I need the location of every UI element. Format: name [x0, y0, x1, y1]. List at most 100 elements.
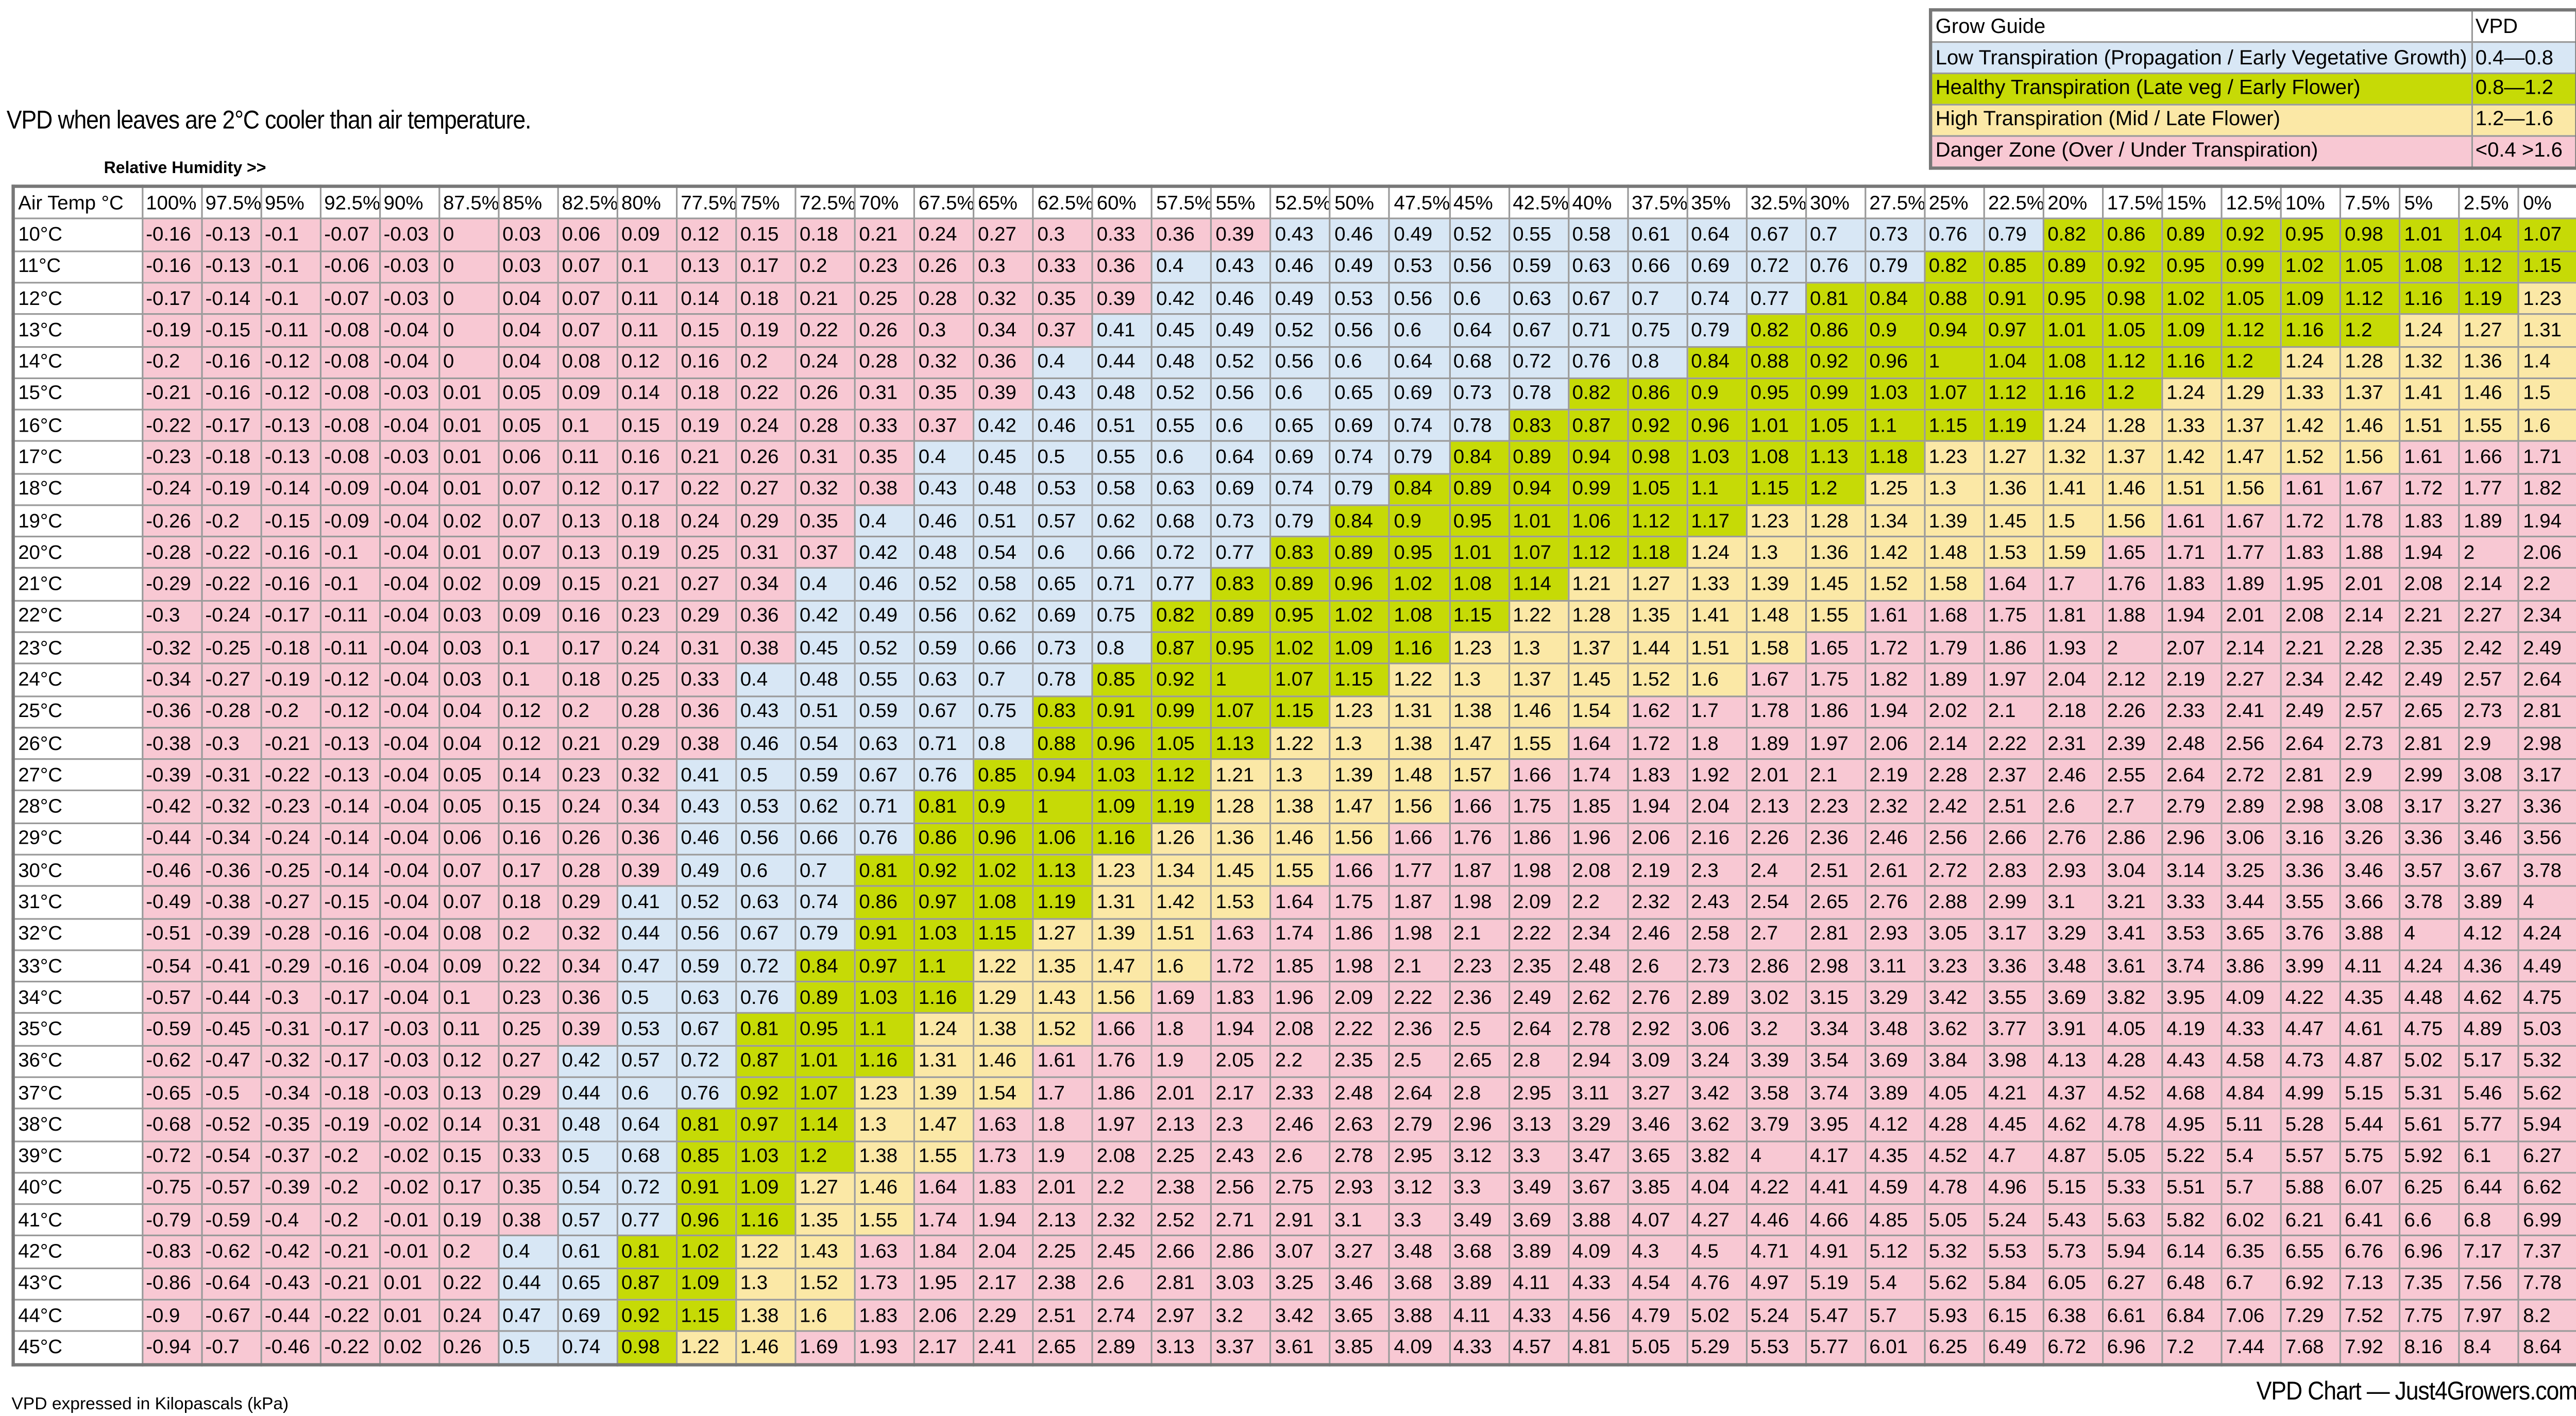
vpd-cell: 2.01: [2221, 600, 2282, 633]
vpd-cell: 0.39: [616, 854, 677, 888]
vpd-cell: 0.48: [973, 472, 1035, 506]
vpd-cell: 1.47: [1329, 790, 1391, 824]
vpd-cell: 1.07: [1210, 695, 1272, 729]
vpd-cell: 4.22: [1745, 1171, 1807, 1205]
vpd-cell: 2.22: [1388, 981, 1450, 1015]
vpd-cell: -0.26: [141, 504, 202, 538]
vpd-cell: 4.89: [2459, 1013, 2520, 1047]
vpd-cell: 5.4: [2221, 1139, 2282, 1173]
vpd-cell: 8.2: [2518, 1299, 2576, 1333]
vpd-cell: 1.79: [1924, 631, 1985, 665]
vpd-cell: 6.27: [2518, 1139, 2576, 1173]
vpd-cell: 1.28: [1567, 600, 1629, 633]
row-label: 45°C: [12, 1330, 143, 1366]
vpd-cell: 0.71: [854, 790, 916, 824]
vpd-cell: 0.88: [1745, 345, 1807, 379]
vpd-cell: 0.17: [735, 250, 796, 284]
vpd-cell: 1.74: [913, 1203, 975, 1237]
vpd-cell: 1.98: [1388, 917, 1450, 951]
vpd-cell: 5.77: [2459, 1108, 2520, 1142]
vpd-cell: 1.08: [2399, 250, 2461, 284]
vpd-cell: 0.87: [735, 1044, 796, 1078]
vpd-cell: -0.62: [200, 1235, 262, 1269]
vpd-cell: 2.31: [2042, 726, 2104, 760]
vpd-cell: 0.6: [1388, 313, 1450, 347]
data-row: 10°C -0.16 -0.13 -0.1 -0.07 -0.03 0 0.03 0.06 0.0…: [12, 218, 2576, 252]
vpd-cell: 3.68: [1388, 1267, 1450, 1301]
vpd-cell: 0.79: [1388, 440, 1450, 474]
vpd-cell: 0.37: [1032, 313, 1094, 347]
vpd-cell: -0.08: [319, 313, 381, 347]
vpd-cell: 2.23: [1448, 949, 1510, 983]
vpd-cell: 2.88: [1924, 885, 1985, 919]
vpd-cell: 0.4: [1151, 250, 1213, 284]
vpd-cell: 1.76: [1448, 822, 1510, 856]
vpd-cell: 4.85: [1864, 1203, 1926, 1237]
vpd-cell: 6.44: [2459, 1171, 2520, 1205]
vpd-cell: 0.86: [913, 822, 975, 856]
vpd-cell: 2.65: [1448, 1044, 1510, 1078]
vpd-cell: 1.35: [1626, 600, 1688, 633]
vpd-cell: 0.54: [794, 726, 856, 760]
data-row: 13°C -0.19 -0.15 -0.11 -0.08 -0.04 0 0.04 0.07 0.…: [12, 313, 2576, 347]
data-row: 41°C -0.79 -0.59 -0.4 -0.2 -0.01 0.19 0.38 0.57 0…: [12, 1203, 2576, 1237]
vpd-cell: 0.72: [616, 1171, 677, 1205]
vpd-cell: 0.29: [557, 885, 618, 919]
vpd-cell: 4: [2399, 917, 2461, 951]
vpd-cell: 4.5: [1686, 1235, 1748, 1269]
vpd-cell: 5.15: [2042, 1171, 2104, 1205]
vpd-cell: 0.26: [854, 313, 916, 347]
vpd-cell: -0.02: [378, 1108, 440, 1142]
vpd-cell: 3.61: [2102, 949, 2163, 983]
vpd-cell: 1.63: [973, 1108, 1035, 1142]
vpd-cell: 1.09: [1329, 631, 1391, 665]
vpd-cell: 4.96: [1983, 1171, 2045, 1205]
vpd-cell: -0.36: [141, 695, 202, 729]
vpd-cell: 0.71: [1567, 313, 1629, 347]
vpd-cell: 3.36: [2399, 822, 2461, 856]
vpd-cell: 1.96: [1567, 822, 1629, 856]
vpd-cell: 0.1: [616, 250, 677, 284]
vpd-cell: 1.93: [2042, 631, 2104, 665]
vpd-cell: 0.97: [1983, 313, 2045, 347]
vpd-cell: 2.33: [2161, 695, 2223, 729]
vpd-cell: 3.49: [1507, 1171, 1569, 1205]
vpd-cell: 0.6: [616, 1076, 677, 1110]
vpd-cell: 1.37: [2340, 377, 2401, 411]
vpd-cell: 1.46: [735, 1330, 796, 1366]
vpd-cell: 2.5: [1448, 1013, 1510, 1047]
vpd-cell: 5.11: [2221, 1108, 2282, 1142]
guide-row: Healthy Transpiration (Late veg / Early …: [1929, 72, 2576, 106]
vpd-cell: 2.25: [1032, 1235, 1094, 1269]
vpd-cell: 4.87: [2340, 1044, 2401, 1078]
vpd-cell: -0.59: [200, 1203, 262, 1237]
vpd-cell: 3.06: [1686, 1013, 1748, 1047]
vpd-cell: -0.06: [319, 250, 381, 284]
vpd-cell: 0.6: [1448, 282, 1510, 315]
vpd-cell: -0.04: [378, 663, 440, 697]
vpd-cell: 0: [438, 250, 499, 284]
vpd-cell: -0.47: [200, 1044, 262, 1078]
vpd-cell: 0.2: [557, 695, 618, 729]
vpd-cell: 0.35: [854, 440, 916, 474]
vpd-cell: 0.96: [1864, 345, 1926, 379]
vpd-cell: -0.04: [378, 885, 440, 919]
vpd-cell: 1.77: [2221, 536, 2282, 570]
vpd-cell: -0.59: [141, 1013, 202, 1047]
vpd-cell: 1.33: [2280, 377, 2342, 411]
vpd-cell: 3.88: [1388, 1299, 1450, 1333]
vpd-cell: 0.51: [973, 504, 1035, 538]
vpd-cell: 3.3: [1507, 1139, 1569, 1173]
vpd-cell: 1.94: [1210, 1013, 1272, 1047]
vpd-cell: 3.76: [2280, 917, 2342, 951]
vpd-cell: -0.17: [141, 282, 202, 315]
vpd-cell: 0.62: [794, 790, 856, 824]
data-row: 44°C -0.9 -0.67 -0.44 -0.22 0.01 0.24 0.47 0.69 0…: [12, 1299, 2576, 1333]
vpd-cell: -0.04: [378, 758, 440, 792]
vpd-cell: 2.34: [2280, 663, 2342, 697]
vpd-cell: 0.56: [1270, 345, 1331, 379]
vpd-cell: 0.49: [854, 600, 916, 633]
vpd-cell: 0.24: [735, 408, 796, 442]
vpd-cell: 1.63: [854, 1235, 916, 1269]
vpd-cell: 6.76: [2340, 1235, 2401, 1269]
